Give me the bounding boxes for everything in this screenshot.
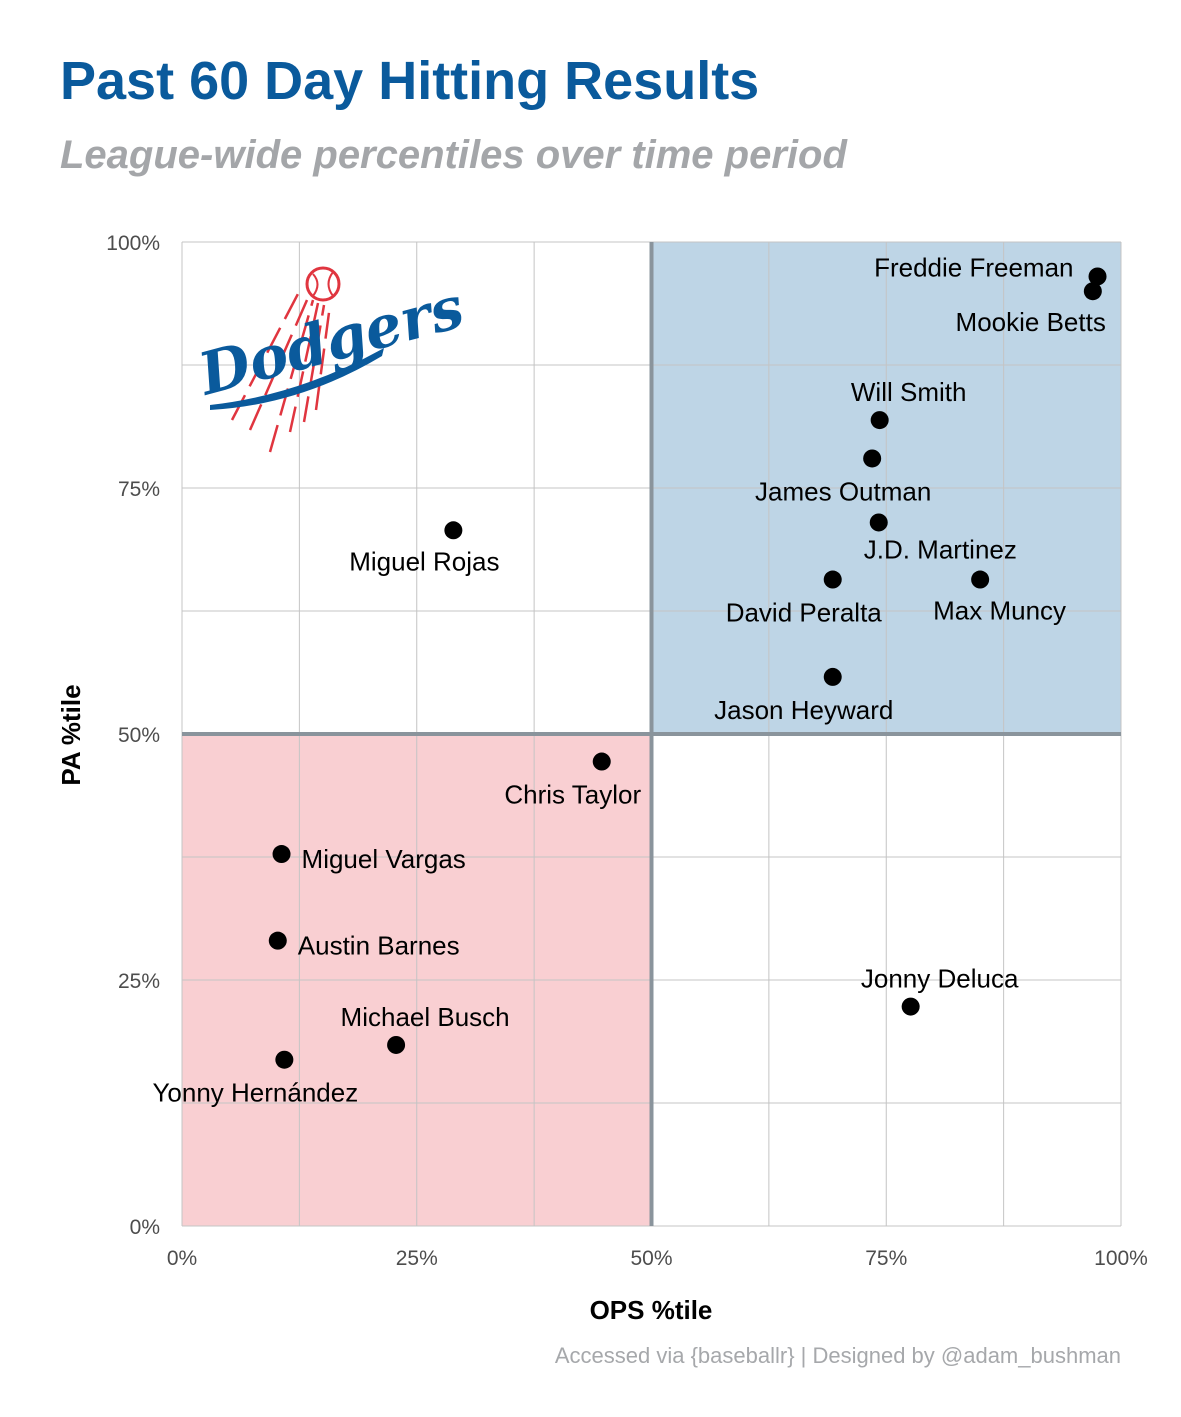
point-label: Yonny Hernández xyxy=(152,1078,358,1108)
point-label: Jason Heyward xyxy=(714,695,893,725)
x-tick-label: 0% xyxy=(167,1247,197,1270)
dodgers-logo-icon: Dodgers xyxy=(190,266,471,453)
data-point xyxy=(387,1035,406,1054)
logo-ball-seam xyxy=(327,271,334,297)
data-point xyxy=(869,513,888,532)
y-tick-label: 75% xyxy=(118,478,160,501)
data-point xyxy=(275,1050,294,1069)
point-label: Miguel Vargas xyxy=(302,844,466,874)
chart-caption: Accessed via {baseballr} | Designed by @… xyxy=(554,1343,1121,1368)
logo-swoosh xyxy=(210,348,384,410)
y-tick-label: 0% xyxy=(130,1216,160,1239)
logo-baseball xyxy=(305,266,341,302)
data-point xyxy=(1088,267,1107,286)
tick-labels-layer: 0% 25% 50% 75% 100% 0% 25% 50% 75% 100% xyxy=(106,232,1148,1270)
y-axis-title: PA %tile xyxy=(56,684,86,785)
data-point xyxy=(823,667,842,686)
y-tick-label: 25% xyxy=(118,970,160,993)
points-layer xyxy=(268,267,1107,1069)
point-label: J.D. Martinez xyxy=(864,534,1017,564)
chart-title: Past 60 Day Hitting Results xyxy=(60,51,760,111)
point-label: Michael Busch xyxy=(341,1002,510,1032)
x-tick-label: 75% xyxy=(865,1247,907,1270)
data-point xyxy=(823,570,842,589)
point-label: Mookie Betts xyxy=(956,307,1106,337)
point-label: Jonny Deluca xyxy=(861,964,1019,994)
data-point xyxy=(444,521,463,540)
data-point xyxy=(1083,282,1102,301)
data-point xyxy=(870,411,889,430)
point-label: Will Smith xyxy=(851,377,967,407)
point-label: Chris Taylor xyxy=(504,780,641,810)
point-label: David Peralta xyxy=(726,598,883,628)
point-label: Freddie Freeman xyxy=(874,252,1073,282)
data-point xyxy=(971,570,990,589)
chart-subtitle: League-wide percentiles over time period xyxy=(60,133,847,177)
x-tick-label: 50% xyxy=(630,1247,672,1270)
y-tick-label: 50% xyxy=(118,724,160,747)
point-label: Max Muncy xyxy=(933,596,1066,626)
x-axis-title: OPS %tile xyxy=(590,1295,713,1325)
point-label: Austin Barnes xyxy=(298,931,460,961)
logo-streaks xyxy=(230,289,332,453)
data-point xyxy=(268,931,287,950)
data-point xyxy=(901,997,920,1016)
quadrant-divider-layer xyxy=(182,242,1121,1226)
data-point xyxy=(272,845,291,864)
data-point xyxy=(592,752,611,771)
point-label: Miguel Rojas xyxy=(349,546,499,576)
x-tick-label: 25% xyxy=(396,1247,438,1270)
x-tick-label: 100% xyxy=(1094,1247,1148,1270)
point-label: James Outman xyxy=(755,476,931,506)
data-point xyxy=(863,449,882,468)
logo-ball-seam xyxy=(312,273,319,297)
y-tick-label: 100% xyxy=(106,232,160,255)
point-labels-layer: Freddie Freeman Mookie Betts Will Smith Jam… xyxy=(152,252,1105,1107)
